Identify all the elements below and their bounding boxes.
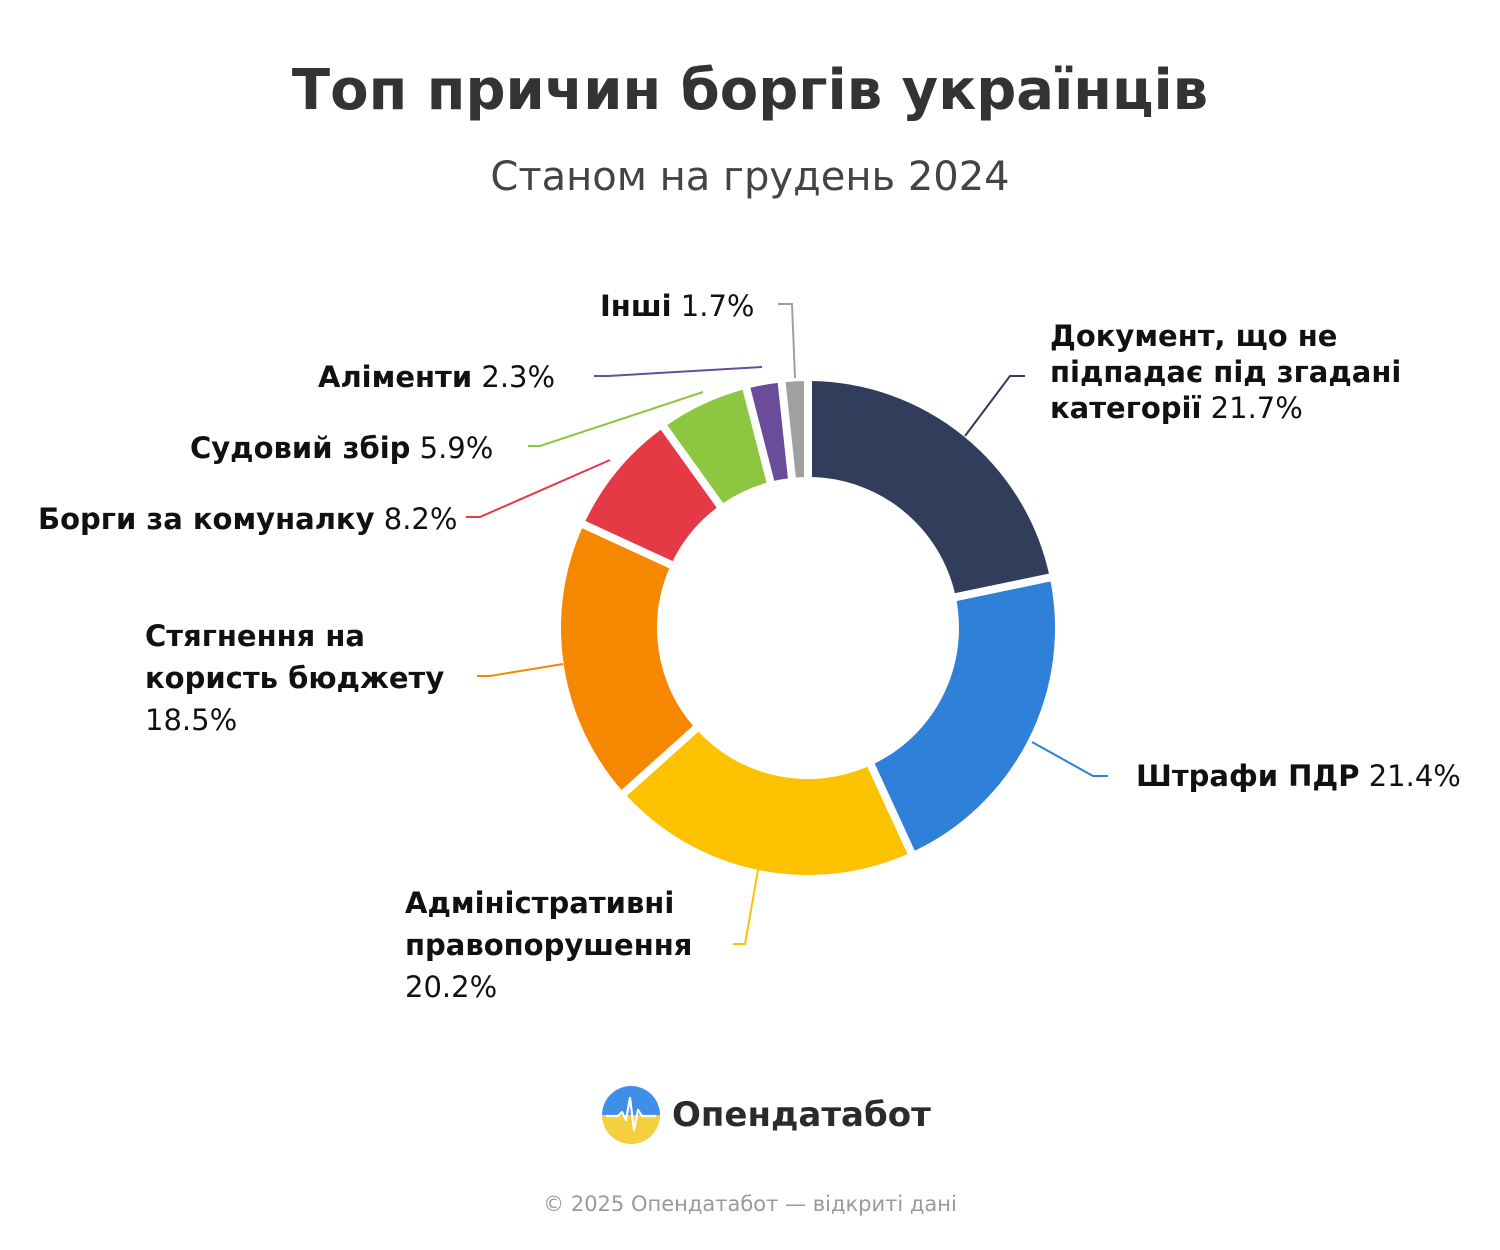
slice-label: Стягнення на користь бюджету 18.5% [145, 619, 444, 737]
slice-label-value: 21.7% [1201, 391, 1302, 425]
brand-name: Опендатабот [672, 1095, 931, 1135]
slice-label: Штрафи ПДР 21.4% [1136, 759, 1461, 793]
slice-label: Борги за комуналку 8.2% [38, 502, 457, 536]
slice-label-name: Штрафи ПДР [1136, 759, 1360, 793]
slice-label-value: 1.7% [672, 289, 755, 323]
leader-lines [466, 303, 1108, 945]
leader-line [1031, 741, 1108, 777]
opendatabot-logo-icon [602, 1086, 660, 1144]
slice-label-value: 18.5% [145, 703, 237, 737]
slice-label-name: Борги за комуналку [38, 502, 375, 536]
donut-slice [559, 525, 696, 793]
slice-label-name: Стягнення на [145, 619, 365, 653]
leader-line [778, 303, 796, 379]
donut-slice [872, 579, 1057, 854]
leader-line [964, 375, 1025, 437]
slice-label-name: користь бюджету [145, 661, 444, 695]
slice-label-value: 20.2% [405, 970, 497, 1004]
slice-label-name: Аліменти [318, 360, 472, 394]
donut-slice [583, 427, 720, 564]
slice-label-name: підпадає під згадані [1050, 355, 1401, 389]
slice-label-name: Адміністративні [405, 886, 674, 920]
slice-label-name: Інші [600, 289, 672, 323]
slice-label-value: 2.3% [472, 360, 555, 394]
brand: Опендатабот [602, 1085, 931, 1145]
leader-line [466, 459, 611, 518]
footer-copyright: © 2025 Опендатабот — відкриті дані [543, 1192, 957, 1216]
leader-line [733, 869, 759, 945]
slice-label-value: 5.9% [410, 431, 493, 465]
slice-label-name: Документ, що не [1050, 319, 1337, 353]
slice-label-name: Судовий збір [190, 431, 410, 465]
slice-labels: Документ, що не підпадає під згадані катег… [38, 289, 1461, 1004]
slice-label: Судовий збір 5.9% [190, 431, 493, 465]
donut-slice [748, 380, 791, 484]
donut-slice [624, 729, 910, 877]
slice-label-value: 21.4% [1360, 759, 1461, 793]
donut-slices [559, 379, 1057, 877]
leader-line [477, 663, 564, 677]
slice-label: Документ, що не підпадає під згадані катег… [1050, 319, 1401, 425]
slice-label-value: 8.2% [375, 502, 458, 536]
slice-label: Інші 1.7% [600, 289, 754, 323]
slice-label: Адміністративні правопорушення 20.2% [405, 886, 692, 1004]
donut-slice [664, 387, 769, 506]
slice-label-name: категорії [1050, 391, 1202, 425]
leader-line [594, 366, 763, 377]
donut-slice [783, 379, 806, 480]
chart-title: Топ причин боргів українців [291, 58, 1209, 123]
donut-slice [810, 379, 1052, 596]
chart-subtitle: Станом на грудень 2024 [490, 154, 1010, 200]
slice-label-name: правопорушення [405, 928, 692, 962]
leader-line [528, 391, 704, 447]
slice-label: Аліменти 2.3% [318, 360, 555, 394]
